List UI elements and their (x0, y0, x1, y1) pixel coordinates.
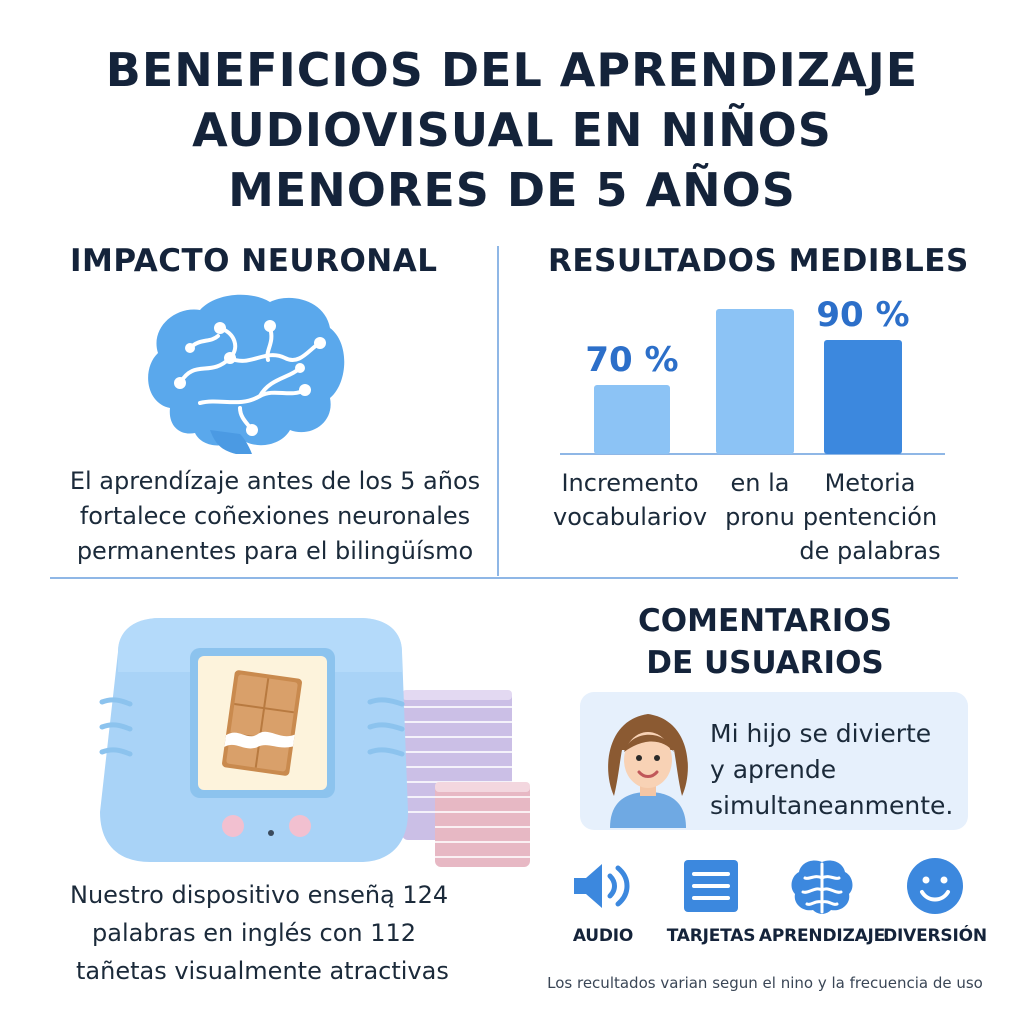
smiley-icon (907, 858, 963, 914)
vertical-divider (497, 246, 499, 576)
category-label-3: Metoria pentención de palabras (790, 466, 950, 568)
feature-learning-label: APRENDIZAJE (758, 926, 886, 946)
comment-card: Mi hijo se divierte y aprende simultanea… (580, 692, 968, 830)
title-line-1: BENEFICIOS DEL APRENDIZAJE (105, 43, 919, 97)
comment-line-1: Mi hijo se divierte (710, 719, 932, 748)
chart-bar-2 (716, 309, 794, 454)
chart-bar-1 (594, 385, 670, 454)
impact-text-line-3: permanentes para el bilingüísmo (76, 537, 474, 565)
category-label-3-line-3: de palabras (799, 537, 941, 565)
category-label-3-line-1: Metoria (824, 469, 916, 497)
title-line-2: AUDIOVISUAL EN NIÑOS (192, 103, 832, 157)
chocolate-bar-picture (222, 670, 302, 776)
device-right-button (289, 815, 311, 837)
cards-list-icon (684, 860, 738, 912)
category-label-1: Incremento vocabulariov (545, 466, 715, 534)
category-label-1-line-1: Incremento (561, 469, 699, 497)
footnote: Los recultados varian segun el nino y la… (547, 974, 983, 992)
device-text-line-1: Nuestro dispositivo enseñą 124 (70, 881, 449, 909)
comments-heading-line-1: COMENTARIOS (638, 603, 892, 639)
impact-heading: IMPACTO NEURONAL (70, 243, 438, 279)
impact-description: El aprendízaje antes de los 5 años forta… (40, 464, 510, 569)
feature-fun: DIVERSIÓN (870, 856, 1000, 946)
category-label-2-line-1: en la (730, 469, 790, 497)
category-label-1-line-2: vocabulariov (552, 503, 708, 531)
category-label-3-line-2: pentención (802, 503, 938, 531)
horizontal-divider (50, 577, 958, 579)
brain-icon (148, 294, 345, 454)
feature-learning: APRENDIZAJE (757, 856, 887, 946)
card-stack-front (435, 782, 530, 867)
chart-value-label-3: 90 % (816, 295, 909, 335)
results-heading: RESULTADOS MEDIBLES (548, 243, 969, 279)
page-title: BENEFICIOS DEL APRENDIZAJE AUDIOVISUAL E… (0, 40, 1024, 220)
category-label-2-line-2: pronu (725, 503, 795, 531)
category-label-2: en la pronu (712, 466, 808, 534)
impact-text-line-1: El aprendízaje antes de los 5 años (69, 467, 481, 495)
device-description: Nuestro dispositivo enseñą 124 palabras … (40, 876, 510, 990)
device-text-line-2: palabras en inglés con 112 (92, 919, 417, 947)
device-text-line-3: tañetas visualmente atractivas (76, 957, 449, 985)
feature-fun-label: DIVERSIÓN (883, 926, 987, 946)
feature-cards: TARJETAS (646, 856, 776, 946)
comment-line-3: simultaneanmente. (710, 791, 954, 820)
comment-quote: Mi hijo se divierte y aprende simultanea… (710, 716, 953, 824)
comments-heading-line-2: DE USUARIOS (646, 645, 884, 681)
flashcard-device-image (99, 618, 530, 867)
brain-icon (791, 860, 853, 914)
device-microphone (268, 830, 274, 836)
impact-text-line-2: fortalece coñexiones neuronales (79, 502, 471, 530)
feature-audio: AUDIO (538, 856, 668, 946)
title-line-3: MENORES DE 5 AÑOS (228, 163, 796, 217)
user-avatar (608, 714, 688, 828)
results-bar-chart: 70 % 90 % (560, 295, 945, 455)
speaker-icon (574, 864, 630, 908)
chart-bar-3 (824, 340, 902, 454)
comments-heading: COMENTARIOS DE USUARIOS (560, 600, 970, 684)
chart-value-label-1: 70 % (585, 340, 678, 380)
feature-audio-label: AUDIO (572, 926, 634, 946)
comment-line-2: y aprende (710, 755, 837, 784)
feature-cards-label: TARJETAS (666, 926, 756, 946)
device-left-button (222, 815, 244, 837)
